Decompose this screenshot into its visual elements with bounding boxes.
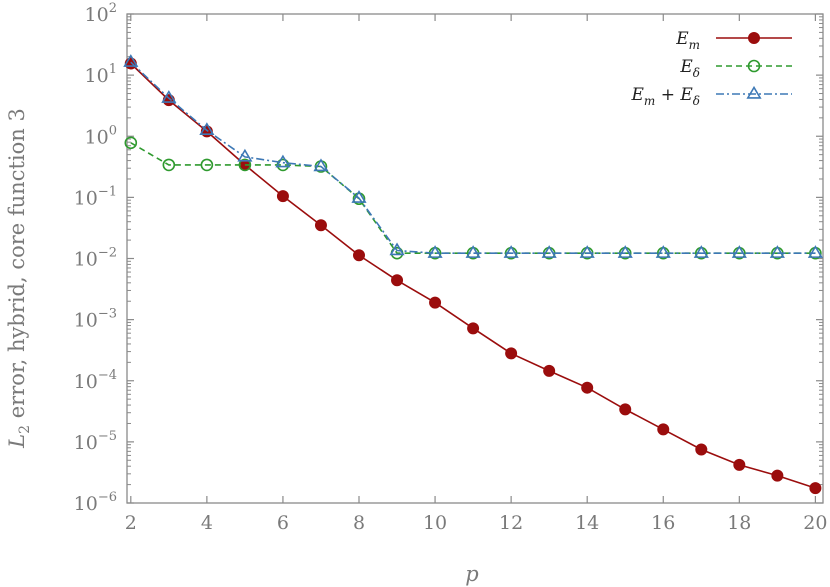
data-point [238, 158, 252, 172]
x-tick-label: 12 [499, 512, 523, 534]
y-tick-label: 10−5 [74, 429, 117, 454]
data-point [579, 245, 595, 258]
data-point [161, 90, 177, 103]
data-point [199, 122, 215, 136]
legend-marker [747, 59, 761, 73]
data-point [809, 482, 822, 495]
data-point [275, 154, 291, 168]
y-tick-label: 10−3 [74, 307, 117, 332]
legend-marker [748, 32, 760, 44]
series-line [130, 61, 816, 255]
x-tick-label: 18 [727, 512, 751, 534]
y-tick-label: 10−2 [74, 246, 117, 271]
x-tick-label: 6 [277, 512, 289, 534]
y-tick-label: 102 [85, 1, 117, 26]
data-point [314, 219, 327, 232]
data-point [733, 458, 746, 471]
data-point [581, 381, 594, 394]
data-point [657, 423, 670, 436]
data-point [313, 158, 329, 172]
x-tick-label: 2 [125, 512, 137, 534]
y-tick-label: 10−1 [74, 184, 117, 209]
data-point [237, 148, 253, 162]
y-tick-label: 10−6 [74, 490, 117, 515]
data-point [541, 245, 557, 258]
x-tick-label: 8 [353, 512, 365, 534]
data-point [391, 274, 404, 287]
series-2 [124, 136, 822, 260]
data-point [505, 347, 518, 360]
x-tick-label: 4 [201, 512, 213, 534]
legend: Em Eδ Em + Eδ [630, 29, 792, 108]
data-point [807, 245, 823, 258]
data-point [619, 403, 632, 416]
data-point [123, 54, 139, 67]
x-axis-label: p [465, 562, 478, 586]
data-point [731, 245, 747, 258]
data-point [124, 136, 138, 150]
data-point [771, 469, 784, 482]
series-3 [123, 54, 823, 258]
legend-label: Em + Eδ [630, 85, 700, 108]
y-axis: 10−6 10−5 10−4 10−3 10−2 10−1 100 101 102 [74, 1, 823, 515]
data-point [353, 249, 365, 262]
series-1 [124, 57, 822, 495]
data-point [276, 190, 289, 203]
legend-label: Em [675, 29, 700, 52]
data-point [655, 245, 671, 258]
series-line [130, 62, 816, 489]
data-point [200, 158, 214, 172]
data-point [162, 158, 176, 172]
y-tick-label: 101 [85, 62, 117, 87]
x-tick-label: 20 [803, 512, 827, 534]
data-point [351, 190, 367, 203]
y-axis-label: L2 error, hybrid, core function 3 [5, 108, 33, 449]
series-layer [123, 54, 823, 495]
data-point [427, 245, 443, 258]
data-point [162, 94, 175, 107]
x-axis: 2 4 6 8 10 12 14 16 18 20 [125, 14, 827, 534]
legend-marker [746, 85, 762, 99]
data-point [617, 245, 633, 258]
data-point [503, 245, 519, 258]
x-tick-label: 16 [651, 512, 675, 534]
series-line [130, 142, 816, 255]
y-tick-label: 10−4 [74, 368, 117, 393]
data-point [695, 443, 708, 456]
x-tick-label: 10 [423, 512, 447, 534]
data-point [693, 245, 709, 258]
data-point [429, 296, 442, 309]
data-point [543, 364, 556, 377]
y-tick-label: 100 [85, 123, 117, 148]
legend-label: Eδ [679, 57, 700, 80]
data-point [465, 245, 481, 258]
data-point [769, 245, 785, 258]
data-point [389, 242, 405, 256]
data-point [467, 322, 480, 335]
x-tick-label: 14 [575, 512, 599, 534]
